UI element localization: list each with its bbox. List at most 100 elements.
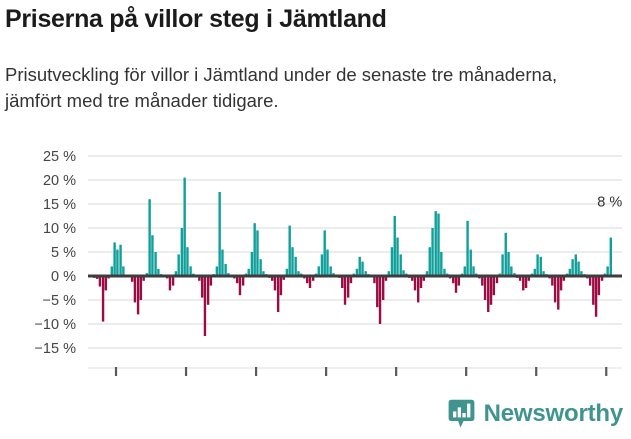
- bar[interactable]: [402, 270, 405, 276]
- bar[interactable]: [130, 276, 134, 282]
- bar[interactable]: [504, 232, 507, 276]
- bar[interactable]: [276, 276, 280, 312]
- bar[interactable]: [417, 276, 420, 303]
- bar[interactable]: [306, 276, 309, 284]
- bar[interactable]: [542, 271, 545, 276]
- bar[interactable]: [98, 276, 102, 287]
- bar[interactable]: [247, 268, 250, 276]
- bar[interactable]: [422, 276, 426, 281]
- bar[interactable]: [483, 276, 487, 300]
- bar[interactable]: [437, 213, 440, 276]
- bar[interactable]: [592, 276, 595, 305]
- bar[interactable]: [119, 244, 122, 276]
- bar[interactable]: [148, 199, 151, 276]
- bar[interactable]: [597, 276, 601, 296]
- bar[interactable]: [270, 276, 274, 281]
- bar[interactable]: [218, 192, 221, 276]
- bar[interactable]: [186, 247, 189, 276]
- bar[interactable]: [481, 276, 484, 286]
- bar[interactable]: [387, 271, 390, 276]
- bar[interactable]: [390, 247, 394, 276]
- bar[interactable]: [562, 276, 566, 281]
- bar[interactable]: [361, 261, 364, 276]
- bar[interactable]: [183, 177, 186, 276]
- bar[interactable]: [384, 276, 388, 281]
- bar[interactable]: [358, 256, 361, 276]
- bar[interactable]: [559, 276, 563, 291]
- bar[interactable]: [428, 247, 431, 276]
- bar[interactable]: [413, 276, 417, 291]
- bar[interactable]: [489, 276, 493, 305]
- bar[interactable]: [469, 249, 472, 276]
- bar[interactable]: [224, 264, 227, 276]
- bar[interactable]: [323, 230, 326, 276]
- bar[interactable]: [600, 276, 604, 281]
- bar[interactable]: [378, 276, 382, 324]
- bar[interactable]: [557, 276, 560, 310]
- bar[interactable]: [527, 276, 531, 281]
- bar[interactable]: [577, 261, 580, 276]
- bar[interactable]: [294, 256, 297, 276]
- bar[interactable]: [524, 276, 528, 288]
- bar[interactable]: [273, 276, 277, 291]
- bar[interactable]: [396, 237, 399, 276]
- bar[interactable]: [157, 268, 160, 276]
- bar[interactable]: [320, 254, 324, 276]
- bar[interactable]: [571, 259, 574, 276]
- bar[interactable]: [262, 271, 265, 276]
- bar[interactable]: [399, 254, 402, 276]
- bar[interactable]: [168, 276, 172, 291]
- bar[interactable]: [588, 276, 592, 286]
- newsworthy-logo[interactable]: Newsworthy: [448, 397, 623, 431]
- bar[interactable]: [373, 276, 376, 284]
- bar[interactable]: [215, 266, 219, 276]
- bar[interactable]: [346, 276, 350, 298]
- bar[interactable]: [180, 228, 184, 276]
- bar[interactable]: [110, 266, 114, 276]
- bar[interactable]: [259, 259, 262, 276]
- bar[interactable]: [189, 266, 192, 276]
- bar[interactable]: [431, 228, 434, 276]
- bar[interactable]: [253, 223, 256, 276]
- bar[interactable]: [139, 276, 143, 300]
- bar[interactable]: [349, 276, 353, 284]
- bar[interactable]: [317, 266, 320, 276]
- bar[interactable]: [533, 268, 537, 276]
- bar[interactable]: [411, 276, 414, 281]
- bar[interactable]: [440, 252, 443, 276]
- bar[interactable]: [209, 276, 213, 286]
- bar[interactable]: [457, 276, 461, 286]
- bar[interactable]: [297, 271, 300, 276]
- bar[interactable]: [443, 268, 446, 276]
- bar[interactable]: [393, 216, 396, 276]
- bar[interactable]: [501, 254, 504, 276]
- bar[interactable]: [454, 276, 458, 293]
- bar[interactable]: [536, 254, 539, 276]
- bar[interactable]: [198, 276, 201, 281]
- bar[interactable]: [221, 249, 224, 276]
- bar[interactable]: [250, 252, 254, 276]
- bar[interactable]: [256, 230, 259, 276]
- bar[interactable]: [553, 276, 557, 303]
- bar[interactable]: [487, 276, 490, 312]
- bar[interactable]: [113, 242, 116, 276]
- bar[interactable]: [288, 225, 291, 276]
- bar[interactable]: [355, 268, 359, 276]
- bar[interactable]: [343, 276, 347, 305]
- bar[interactable]: [279, 276, 283, 296]
- bar[interactable]: [495, 276, 499, 284]
- bar[interactable]: [425, 271, 429, 276]
- bar[interactable]: [518, 276, 522, 281]
- bar[interactable]: [116, 249, 119, 276]
- bar[interactable]: [285, 268, 289, 276]
- bar[interactable]: [241, 276, 245, 286]
- bar[interactable]: [594, 276, 598, 317]
- bar[interactable]: [329, 266, 332, 276]
- bar[interactable]: [171, 276, 175, 286]
- bar[interactable]: [104, 276, 108, 291]
- bar[interactable]: [522, 276, 525, 291]
- bar[interactable]: [574, 254, 577, 276]
- bar[interactable]: [434, 211, 437, 276]
- bar[interactable]: [539, 256, 542, 276]
- bar[interactable]: [609, 237, 612, 276]
